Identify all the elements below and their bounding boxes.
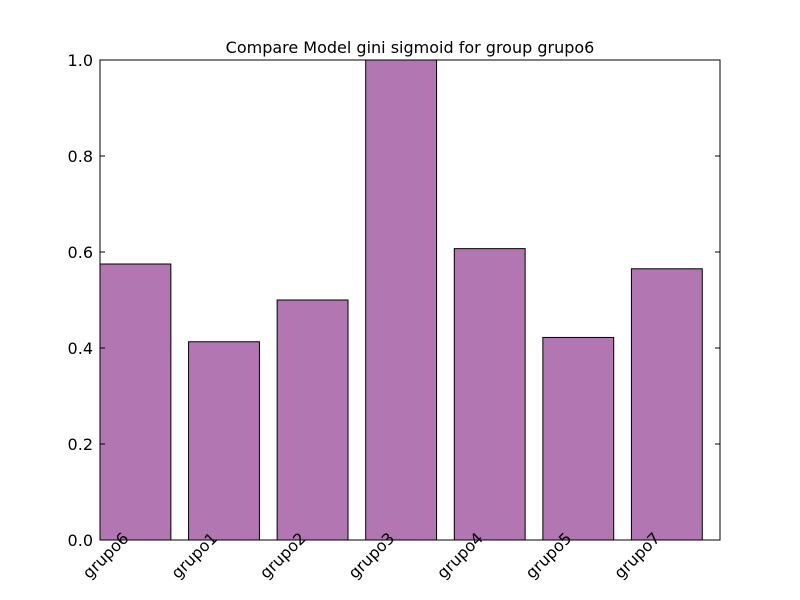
- bar-grupo7: [630, 268, 703, 541]
- y-tick-label: 1.0: [68, 51, 93, 70]
- bars-group: [99, 59, 703, 541]
- y-tick-label: 0.0: [68, 531, 93, 550]
- y-tick-label: 0.8: [68, 147, 93, 166]
- y-axis-ticks: 0.0 0.2 0.4 0.6 0.8 1.0: [68, 51, 720, 550]
- chart-title: Compare Model gini sigmoid for group gru…: [226, 38, 595, 57]
- bar-grupo2: [276, 299, 349, 541]
- plot-frame: [99, 59, 721, 541]
- bar-grupo4: [453, 248, 526, 541]
- bar-grupo5: [542, 336, 615, 541]
- y-tick-label: 0.6: [68, 243, 93, 262]
- y-tick-label: 0.4: [68, 339, 93, 358]
- bar-grupo1: [188, 341, 260, 541]
- bar-grupo3: [365, 59, 438, 541]
- bar-grupo6: [99, 263, 172, 541]
- y-tick-label: 0.2: [68, 435, 93, 454]
